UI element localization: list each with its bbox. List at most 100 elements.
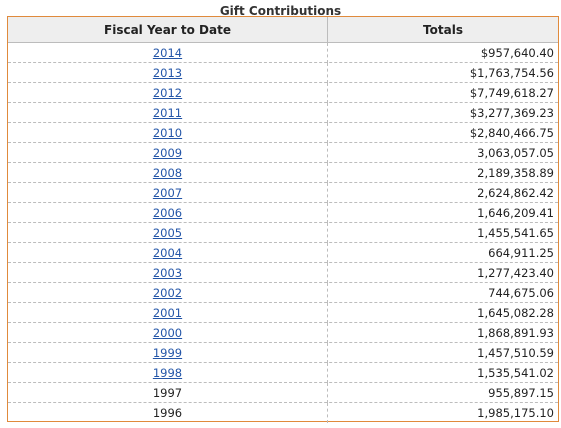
column-divider: [327, 103, 328, 123]
year-link[interactable]: 2011: [152, 106, 183, 120]
year-cell: 1998: [8, 363, 327, 383]
table-row: 2012 $7,749,618.27: [8, 83, 558, 103]
year-link[interactable]: 2005: [152, 226, 183, 240]
year-cell: 2010: [8, 123, 327, 143]
year-link[interactable]: 2012: [152, 86, 183, 100]
column-divider: [327, 123, 328, 143]
total-value: 744,675.06: [488, 286, 554, 300]
year-link[interactable]: 2002: [152, 286, 183, 300]
table-row: 2009 3,063,057.05: [8, 143, 558, 163]
year-link[interactable]: 2004: [152, 246, 183, 260]
table-row: 2011 $3,277,369.23: [8, 103, 558, 123]
column-divider: [327, 303, 328, 323]
header-totals: Totals: [423, 23, 463, 37]
total-value: 1,455,541.65: [477, 226, 554, 240]
total-value: 664,911.25: [488, 246, 554, 260]
total-value: $957,640.40: [480, 46, 554, 60]
table-row: 2002 744,675.06: [8, 283, 558, 303]
table-row: 2004 664,911.25: [8, 243, 558, 263]
column-divider: [327, 183, 328, 203]
year-link[interactable]: 2006: [152, 206, 183, 220]
year-link[interactable]: 2013: [152, 66, 183, 80]
year-cell: 2014: [8, 43, 327, 63]
table-row: 1999 1,457,510.59: [8, 343, 558, 363]
year-cell: 2001: [8, 303, 327, 323]
total-value: $2,840,466.75: [469, 126, 554, 140]
header-fiscal-year: Fiscal Year to Date: [104, 23, 231, 37]
table-row: 1996 1,985,175.10: [8, 403, 558, 423]
column-divider: [327, 243, 328, 263]
year-label: 1996: [152, 406, 183, 420]
year-cell: 2004: [8, 243, 327, 263]
year-link[interactable]: 1998: [152, 366, 183, 380]
year-link[interactable]: 2010: [152, 126, 183, 140]
table-header-row: Fiscal Year to Date Totals: [8, 17, 558, 43]
total-value: $1,763,754.56: [469, 66, 554, 80]
year-cell: 1997: [8, 383, 327, 403]
table-row: 2005 1,455,541.65: [8, 223, 558, 243]
table-body: 2014 $957,640.40 2013 $1,763,754.56 2012 $7,7…: [8, 43, 558, 423]
table-caption: Gift Contributions: [219, 4, 342, 18]
year-link[interactable]: 2007: [152, 186, 183, 200]
year-cell: 2011: [8, 103, 327, 123]
column-divider: [327, 63, 328, 83]
gift-contributions-table: Fiscal Year to Date Totals 2014 $957,640.…: [7, 16, 559, 423]
year-link[interactable]: 1999: [152, 346, 183, 360]
column-divider: [327, 263, 328, 283]
total-value: 2,624,862.42: [477, 186, 554, 200]
column-divider: [327, 43, 328, 63]
year-cell: 2013: [8, 63, 327, 83]
year-link[interactable]: 2000: [152, 326, 183, 340]
column-divider: [327, 323, 328, 343]
table-row: 1998 1,535,541.02: [8, 363, 558, 383]
year-cell: 1996: [8, 403, 327, 423]
column-divider: [327, 283, 328, 303]
total-value: $7,749,618.27: [469, 86, 554, 100]
table-row: 2010 $2,840,466.75: [8, 123, 558, 143]
header-divider: [327, 17, 328, 43]
table-row: 2014 $957,640.40: [8, 43, 558, 63]
year-cell: 2008: [8, 163, 327, 183]
total-value: 1,277,423.40: [477, 266, 554, 280]
total-value: 1,457,510.59: [477, 346, 554, 360]
total-value: 1,985,175.10: [477, 406, 554, 420]
column-divider: [327, 163, 328, 183]
total-value: 2,189,358.89: [477, 166, 554, 180]
year-cell: 2002: [8, 283, 327, 303]
table-row: 2008 2,189,358.89: [8, 163, 558, 183]
year-link[interactable]: 2014: [152, 46, 183, 60]
year-link[interactable]: 2008: [152, 166, 183, 180]
year-cell: 2012: [8, 83, 327, 103]
table-row: 2001 1,645,082.28: [8, 303, 558, 323]
year-label: 1997: [152, 386, 183, 400]
year-cell: 2007: [8, 183, 327, 203]
total-value: $3,277,369.23: [469, 106, 554, 120]
column-divider: [327, 343, 328, 363]
total-value: 955,897.15: [488, 386, 554, 400]
year-link[interactable]: 2009: [152, 146, 183, 160]
column-divider: [327, 203, 328, 223]
column-divider: [327, 403, 328, 423]
column-divider: [327, 83, 328, 103]
year-cell: 2009: [8, 143, 327, 163]
total-value: 1,646,209.41: [477, 206, 554, 220]
table-row: 2006 1,646,209.41: [8, 203, 558, 223]
total-value: 1,868,891.93: [477, 326, 554, 340]
year-link[interactable]: 2003: [152, 266, 183, 280]
column-divider: [327, 363, 328, 383]
column-divider: [327, 223, 328, 243]
table-row: 1997 955,897.15: [8, 383, 558, 403]
year-cell: 2005: [8, 223, 327, 243]
table-row: 2003 1,277,423.40: [8, 263, 558, 283]
total-value: 1,535,541.02: [477, 366, 554, 380]
column-divider: [327, 143, 328, 163]
table-row: 2007 2,624,862.42: [8, 183, 558, 203]
year-link[interactable]: 2001: [152, 306, 183, 320]
year-cell: 2000: [8, 323, 327, 343]
column-divider: [327, 383, 328, 403]
total-value: 3,063,057.05: [477, 146, 554, 160]
year-cell: 2006: [8, 203, 327, 223]
table-row: 2000 1,868,891.93: [8, 323, 558, 343]
year-cell: 1999: [8, 343, 327, 363]
total-value: 1,645,082.28: [477, 306, 554, 320]
